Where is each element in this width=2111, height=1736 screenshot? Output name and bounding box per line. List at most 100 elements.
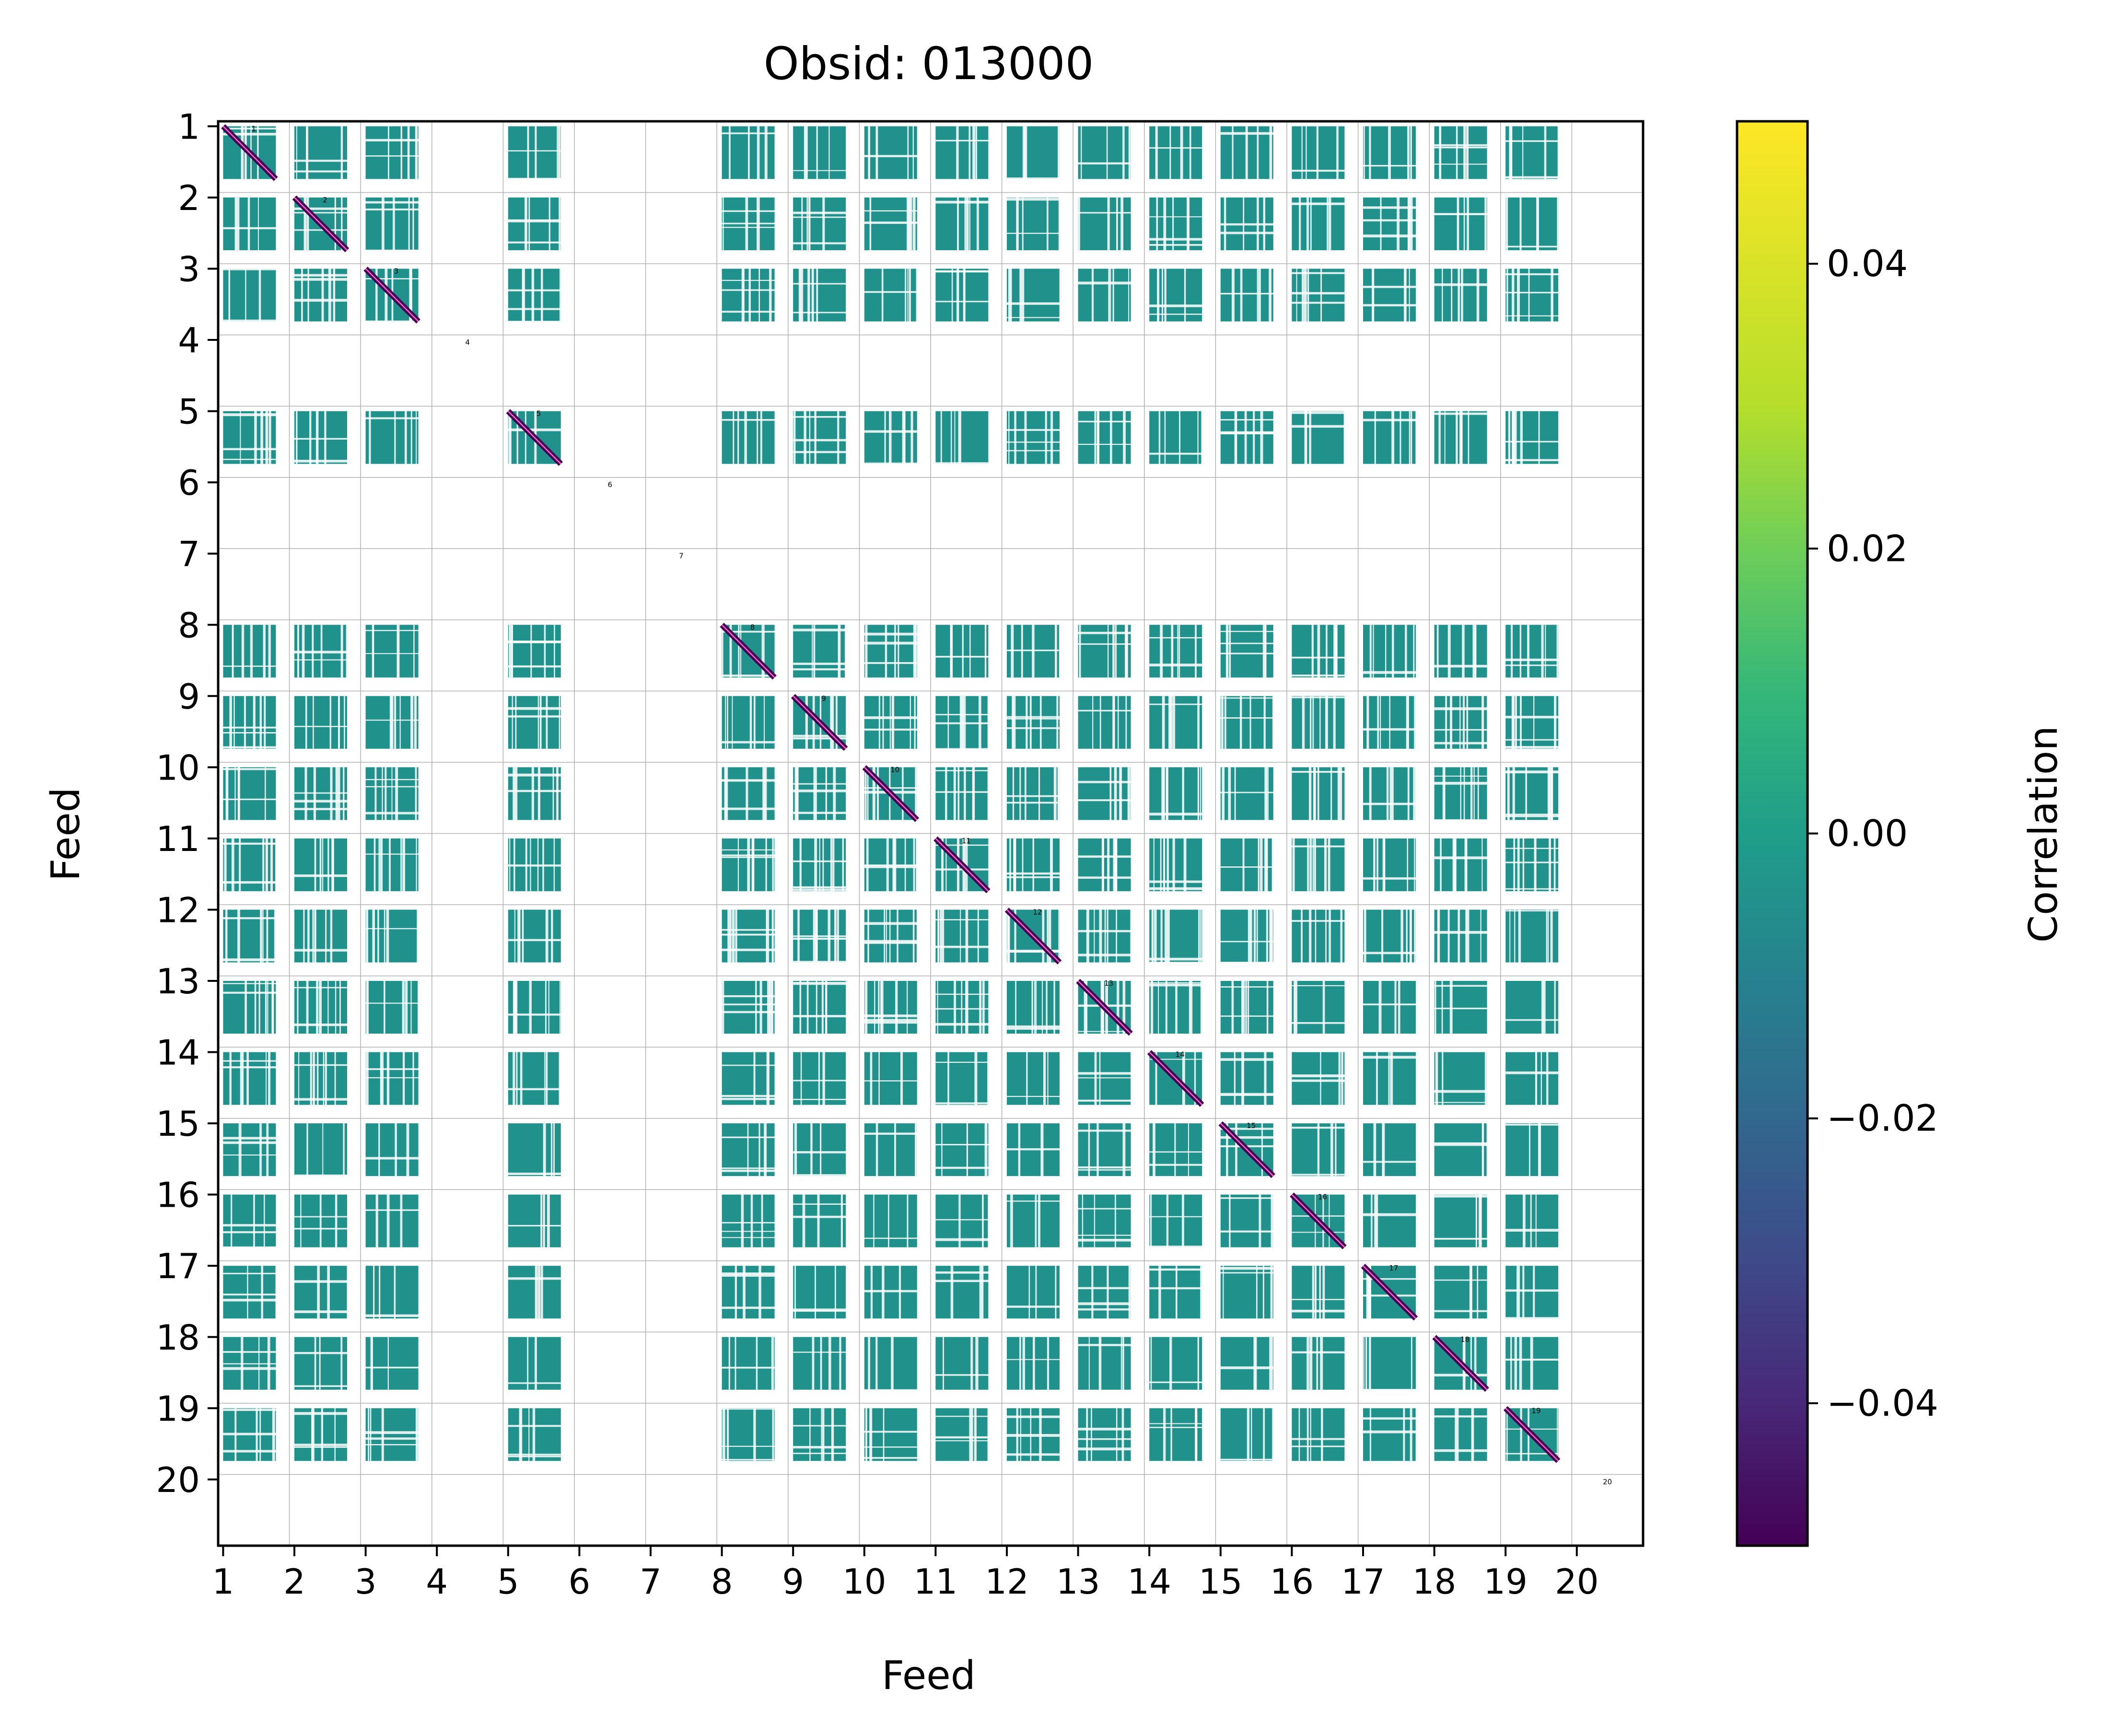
cell-block-16-13 — [1078, 1194, 1131, 1247]
diagonal-label-17: 17 — [1389, 1264, 1398, 1272]
cell-block-17-1 — [223, 1266, 278, 1319]
diagonal-highlight-18 — [1434, 1336, 1488, 1390]
cell-block-8-18 — [1434, 625, 1487, 678]
colorbar-gradient — [1736, 120, 1809, 1547]
cell-block-8-11 — [935, 625, 989, 678]
cell-block-17-5 — [508, 1266, 561, 1319]
cell-block-17-11 — [935, 1266, 989, 1319]
cell-block-16-8 — [722, 1194, 775, 1247]
cell-block-14-2 — [294, 1052, 347, 1105]
diagonal-label-12: 12 — [1033, 908, 1042, 916]
cell-block-5-16 — [1292, 411, 1347, 464]
cell-block-18-17 — [1363, 1337, 1416, 1390]
cell-block-13-5 — [508, 981, 561, 1034]
y-tick-label-3: 3 — [178, 249, 200, 290]
cell-block-11-15 — [1220, 838, 1274, 891]
cell-block-11-1 — [223, 838, 278, 891]
diagonal-label-20: 20 — [1603, 1478, 1612, 1486]
diagonal-label-7: 7 — [679, 552, 684, 560]
diagonal-label-13: 13 — [1104, 979, 1113, 988]
cell-block-10-16 — [1292, 767, 1345, 820]
diagonal-highlight-9 — [793, 695, 847, 749]
cell-block-14-9 — [793, 1052, 846, 1105]
cell-block-17-16 — [1292, 1266, 1345, 1319]
cell-block-5-15 — [1220, 411, 1273, 464]
cell-block-18-8 — [722, 1337, 775, 1390]
cell-block-2-13 — [1078, 197, 1131, 250]
cell-block-18-3 — [365, 1337, 419, 1390]
y-tick-label-13: 13 — [156, 961, 200, 1002]
cell-block-9-18 — [1434, 696, 1489, 749]
cell-block-5-14 — [1149, 411, 1203, 464]
cell-block-9-5 — [508, 696, 561, 749]
y-tick-label-9: 9 — [178, 676, 200, 717]
cell-block-1-10 — [864, 126, 917, 179]
cell-block-10-9 — [793, 767, 846, 820]
cell-block-13-14 — [1149, 981, 1203, 1034]
cell-block-14-10 — [864, 1052, 917, 1105]
cell-block-3-8 — [722, 268, 775, 322]
y-tick-label-17: 17 — [156, 1246, 200, 1286]
cell-block-19-8 — [722, 1408, 775, 1461]
cell-block-3-5 — [508, 268, 561, 323]
x-tick-label-3: 3 — [355, 1561, 377, 1602]
x-tick-label-12: 12 — [985, 1561, 1029, 1602]
diagonal-label-16: 16 — [1318, 1193, 1327, 1201]
cell-block-11-16 — [1292, 838, 1345, 891]
cell-block-1-13 — [1078, 126, 1131, 179]
cell-block-1-8 — [722, 126, 775, 179]
cell-block-11-18 — [1434, 838, 1487, 891]
cell-block-17-12 — [1007, 1266, 1060, 1319]
cell-block-3-2 — [294, 268, 347, 322]
cell-block-14-18 — [1434, 1052, 1487, 1105]
x-tick-label-15: 15 — [1199, 1561, 1243, 1602]
cell-block-17-19 — [1505, 1266, 1559, 1320]
diagonal-highlight-10 — [863, 767, 918, 821]
y-axis-label: Feed — [43, 787, 89, 881]
cell-block-13-1 — [223, 981, 276, 1034]
diagonal-highlight-1 — [222, 126, 277, 180]
cell-block-12-3 — [365, 909, 420, 963]
cell-block-8-1 — [223, 625, 276, 678]
cell-block-9-8 — [722, 696, 775, 749]
cell-block-9-13 — [1078, 696, 1131, 749]
plot-frame — [217, 120, 1644, 1547]
cell-block-2-1 — [223, 197, 276, 250]
cell-block-12-17 — [1363, 909, 1416, 963]
y-tick-label-19: 19 — [156, 1388, 200, 1429]
cell-block-11-3 — [365, 838, 419, 891]
diagonal-highlight-12 — [1006, 909, 1060, 963]
diagonal-label-14: 14 — [1176, 1050, 1185, 1059]
y-tick-label-6: 6 — [178, 463, 200, 503]
cell-block-12-10 — [864, 909, 918, 963]
cell-block-15-17 — [1363, 1123, 1416, 1177]
cell-block-1-15 — [1220, 126, 1273, 179]
diagonal-label-15: 15 — [1247, 1121, 1256, 1130]
cell-block-16-9 — [793, 1194, 846, 1247]
cell-block-5-17 — [1363, 411, 1418, 464]
cell-block-14-11 — [935, 1052, 990, 1105]
cell-block-13-3 — [365, 981, 420, 1034]
cell-block-18-11 — [935, 1337, 989, 1390]
y-tick-label-20: 20 — [156, 1460, 200, 1500]
y-tick-label-15: 15 — [156, 1104, 200, 1144]
cell-block-5-10 — [864, 411, 917, 464]
cell-block-18-5 — [508, 1337, 561, 1390]
x-tick-label-7: 7 — [640, 1561, 662, 1602]
diagonal-label-9: 9 — [821, 694, 826, 703]
cell-block-14-17 — [1363, 1052, 1416, 1105]
cell-block-16-1 — [223, 1194, 276, 1248]
cell-block-8-9 — [793, 625, 848, 678]
x-axis-ticks: 1 2 3 4 5 6 7 8 9 10 11 12 13 14 15 16 17 18 19 20 — [212, 1546, 1599, 1602]
y-tick-label-11: 11 — [156, 819, 200, 859]
cell-block-10-15 — [1220, 767, 1273, 820]
colorbar-tick-label-2: 0.00 — [1827, 812, 1908, 855]
diagonal-label-6: 6 — [608, 480, 613, 489]
cell-block-16-18 — [1434, 1194, 1487, 1247]
x-tick-label-19: 19 — [1483, 1561, 1528, 1602]
cell-block-2-9 — [793, 197, 846, 250]
cell-block-16-17 — [1363, 1194, 1416, 1247]
cell-block-14-3 — [365, 1052, 419, 1105]
cell-block-9-17 — [1363, 696, 1417, 749]
cell-block-16-15 — [1220, 1194, 1274, 1247]
